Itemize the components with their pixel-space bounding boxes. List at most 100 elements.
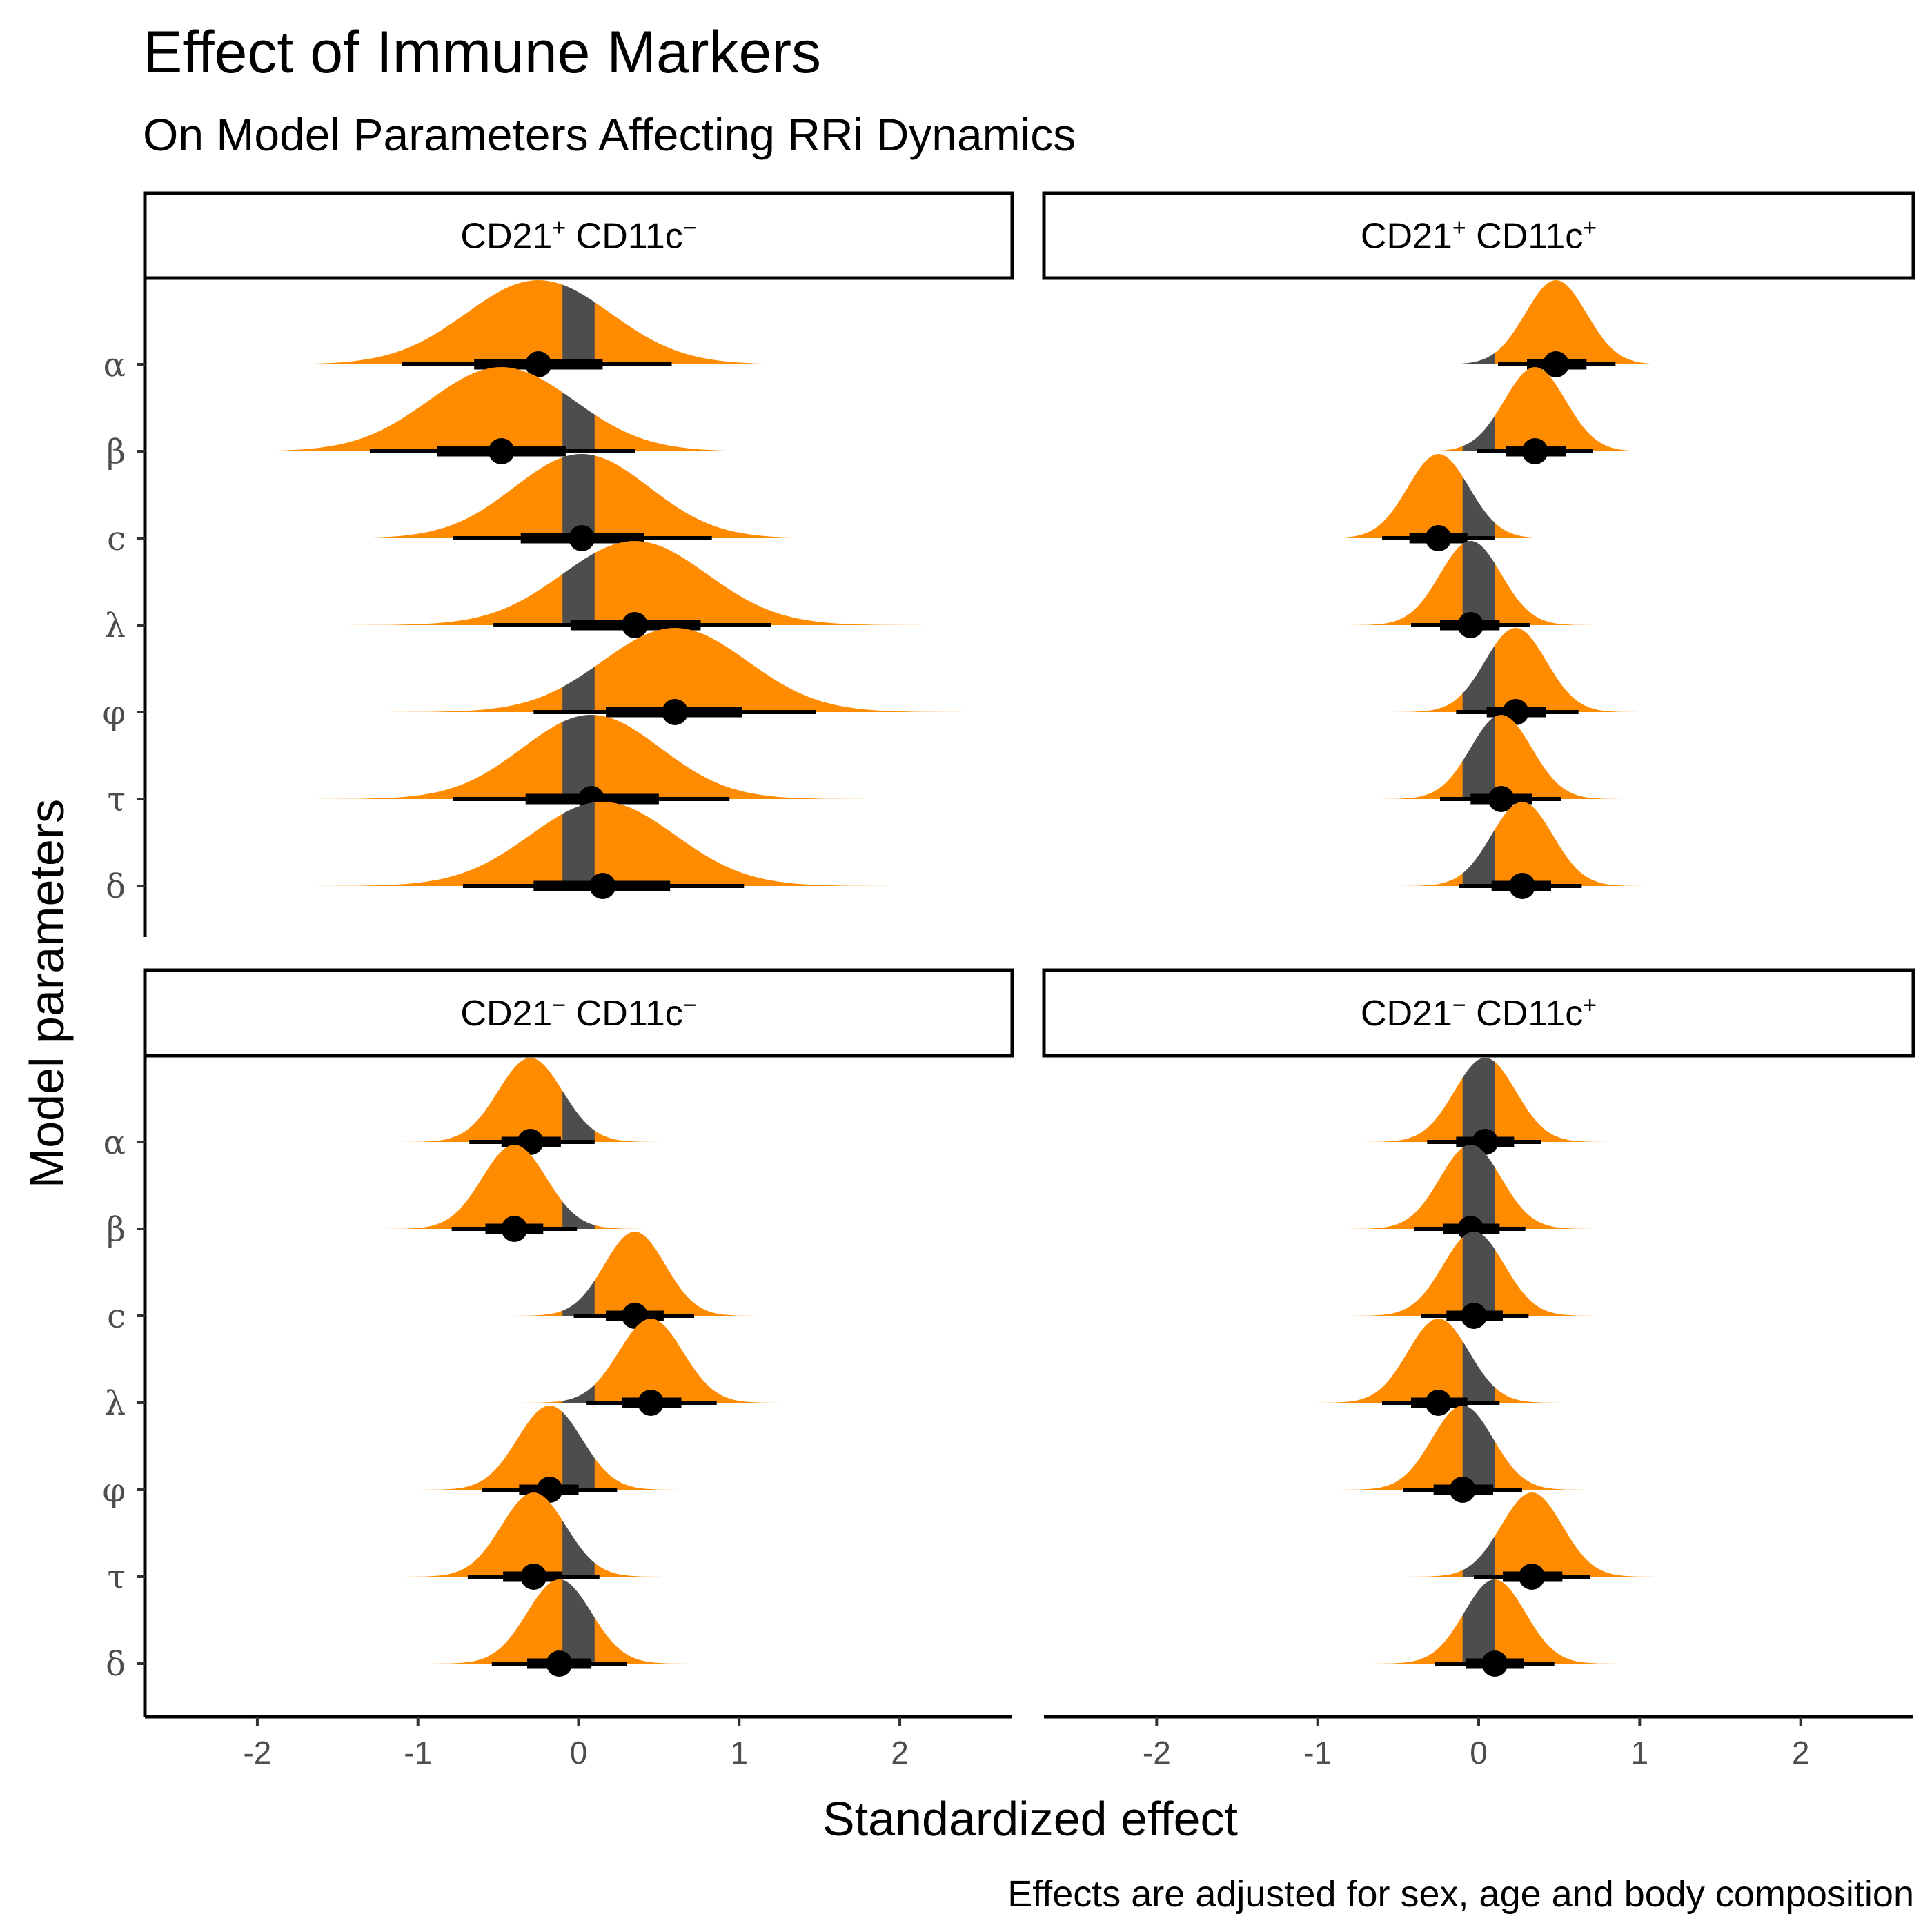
y-tick-label: β — [106, 1210, 126, 1249]
median-point — [1519, 1564, 1545, 1590]
posterior-density — [1387, 628, 1644, 712]
median-point — [638, 1390, 664, 1416]
x-tick-label: -1 — [1303, 1735, 1332, 1771]
posterior-density — [398, 1492, 669, 1577]
chart-subtitle: On Model Parameters Affecting RRi Dynami… — [143, 109, 1076, 160]
strip-box — [1042, 191, 1915, 280]
median-point — [589, 873, 616, 899]
chart-caption: Effects are adjusted for sex, age and bo… — [1007, 1873, 1914, 1915]
posterior-density — [1393, 802, 1651, 886]
rope-density — [1462, 1406, 1495, 1490]
x-tick-label: -2 — [1143, 1735, 1171, 1771]
median-point — [1509, 873, 1535, 899]
median-point — [1481, 1650, 1508, 1677]
rope-density — [1462, 415, 1495, 451]
x-tick-label: -1 — [404, 1735, 432, 1771]
median-point — [1425, 525, 1452, 551]
panel-plot — [197, 280, 979, 899]
facet-panel: CD21− CD11c+ -2 -1 0 1 2 — [1042, 968, 1915, 1771]
median-point — [525, 351, 552, 377]
posterior-density — [515, 1319, 786, 1403]
posterior-density — [415, 1406, 685, 1490]
posterior-density — [371, 628, 979, 712]
x-tick-label: 0 — [570, 1735, 588, 1771]
rope-density — [1462, 353, 1495, 364]
rope-density — [562, 802, 595, 886]
y-tick-label: c — [107, 1297, 126, 1336]
rope-density — [562, 667, 595, 712]
y-tick-label: δ — [106, 867, 126, 906]
posterior-density — [379, 1145, 649, 1229]
rope-density — [1462, 1579, 1495, 1664]
posterior-density — [299, 802, 907, 886]
posterior-density — [1427, 280, 1685, 364]
posterior-density — [506, 1232, 763, 1316]
posterior-density — [235, 280, 842, 364]
x-axis-title: Standardized effect — [822, 1792, 1238, 1846]
x-tick-label: 1 — [1631, 1735, 1649, 1771]
median-point — [569, 525, 595, 551]
posterior-density — [1310, 1319, 1567, 1403]
rope-density — [562, 1579, 595, 1664]
posterior-density — [331, 541, 938, 625]
panel-plot — [1310, 280, 1685, 899]
rope-density — [1462, 1232, 1495, 1316]
rope-density — [1462, 716, 1495, 799]
rope-density — [562, 553, 595, 625]
rope-density — [562, 1201, 595, 1229]
median-point — [546, 1650, 573, 1677]
panel-plot — [379, 1058, 786, 1677]
y-tick-label: c — [107, 520, 126, 558]
y-axis-title: Model parameters — [20, 799, 74, 1188]
rope-density — [1462, 541, 1495, 625]
posterior-density — [197, 367, 805, 451]
y-tick-label: τ — [107, 780, 126, 819]
strip-label: CD21− CD11c+ — [1361, 992, 1597, 1034]
posterior-density — [424, 1579, 695, 1664]
strip-box — [1042, 968, 1915, 1058]
y-tick-label: φ — [102, 693, 126, 732]
rope-density — [562, 1520, 595, 1577]
x-tick-label: 1 — [730, 1735, 748, 1771]
y-tick-label: δ — [106, 1645, 126, 1684]
rope-density — [562, 284, 595, 364]
median-point — [501, 1216, 528, 1242]
posterior-density — [1310, 454, 1567, 538]
median-point — [1449, 1477, 1476, 1503]
rope-density — [562, 1280, 595, 1316]
y-tick-label: φ — [102, 1471, 126, 1510]
x-tick-label: 2 — [1792, 1735, 1810, 1771]
rope-density — [562, 1412, 595, 1490]
posterior-density — [1406, 367, 1664, 451]
strip-box — [143, 968, 1014, 1058]
y-tick-label: α — [103, 1123, 126, 1162]
facet-panel: CD21+ CD11c− α β c λ φ τ δ — [102, 191, 1014, 937]
median-point — [1488, 786, 1515, 812]
panel-plot — [1310, 1058, 1661, 1677]
strip-label: CD21+ CD11c+ — [1361, 215, 1597, 257]
x-tick-label: -2 — [243, 1735, 271, 1771]
median-point — [1461, 1303, 1487, 1329]
rope-density — [1462, 1341, 1495, 1403]
median-point — [488, 438, 515, 464]
median-point — [1425, 1390, 1452, 1416]
y-tick-label: λ — [105, 1384, 126, 1423]
x-tick-label: 0 — [1470, 1735, 1488, 1771]
posterior-density — [1403, 1492, 1661, 1577]
rope-density — [562, 1384, 595, 1403]
y-tick-label: λ — [105, 607, 126, 645]
y-tick-label: β — [106, 433, 126, 471]
median-point — [662, 699, 689, 725]
facet-panel: CD21+ CD11c+ — [1042, 191, 1915, 899]
y-tick-label: α — [103, 346, 126, 384]
y-tick-label: τ — [107, 1558, 126, 1597]
facet-panels: CD21+ CD11c− α β c λ φ τ δ CD21+ CD11c+ CD21− CD1… — [102, 191, 1915, 1771]
median-point — [520, 1564, 547, 1590]
median-point — [1457, 612, 1484, 638]
rope-density — [562, 454, 595, 538]
rope-density — [1462, 829, 1495, 886]
strip-label: CD21− CD11c− — [460, 992, 696, 1034]
rope-density — [1462, 1536, 1495, 1577]
rope-density — [1462, 476, 1495, 538]
